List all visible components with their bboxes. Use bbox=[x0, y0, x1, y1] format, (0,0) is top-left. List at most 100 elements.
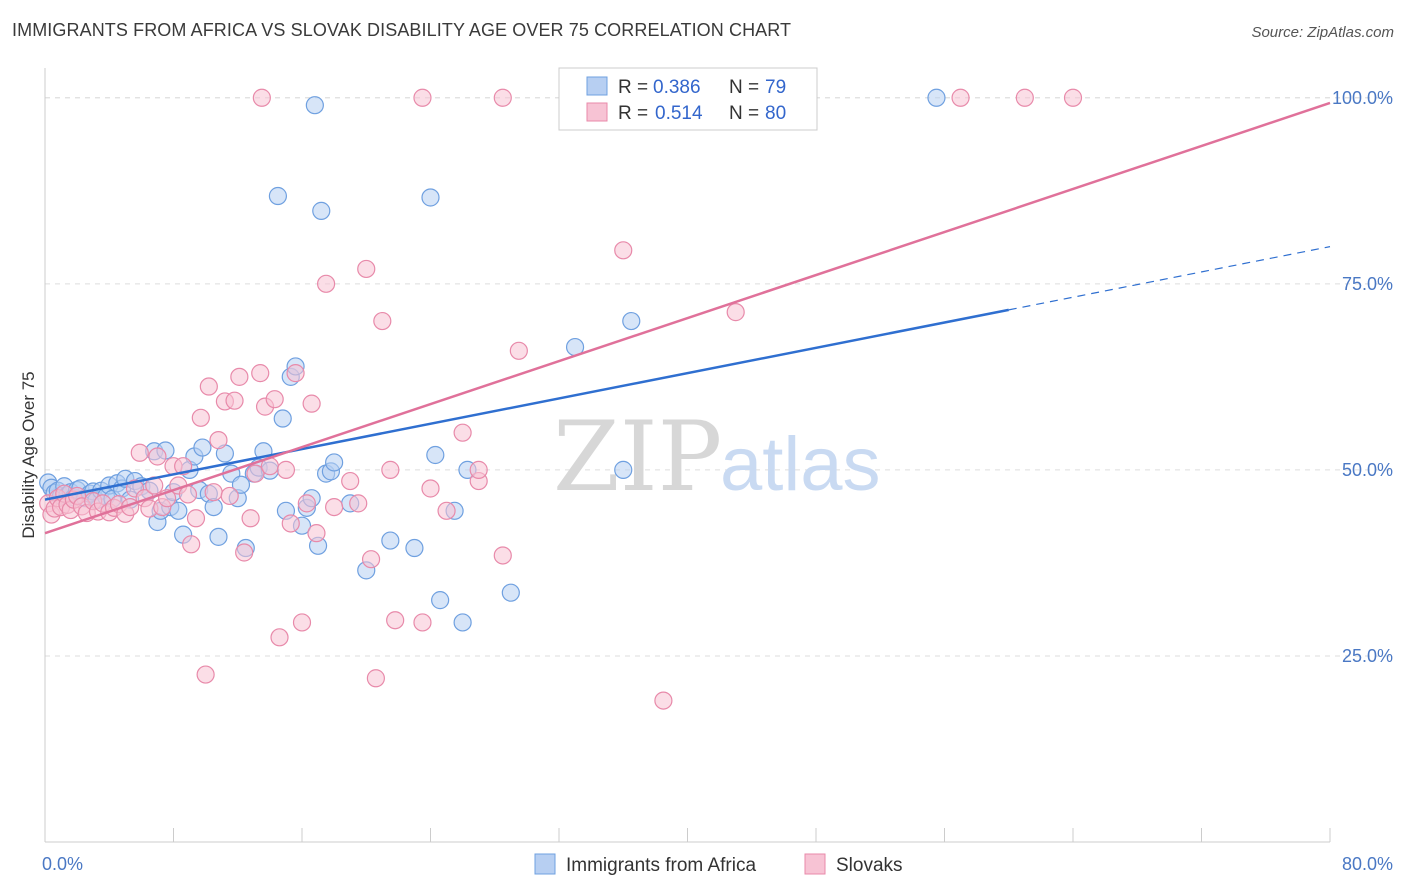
bottom-legend: Immigrants from Africa Slovaks bbox=[534, 853, 903, 876]
legend-swatch-pink bbox=[586, 102, 608, 122]
point-s1-40 bbox=[220, 486, 239, 506]
x-tick-label-0: 0.0% bbox=[42, 854, 83, 874]
chart-source: Source: ZipAtlas.com bbox=[1251, 24, 1394, 41]
point-s0-76 bbox=[622, 311, 641, 331]
point-s0-71 bbox=[453, 613, 472, 632]
trendline-extension-s0 bbox=[1008, 246, 1331, 311]
point-s1-68 bbox=[413, 613, 432, 632]
point-s1-73 bbox=[469, 460, 488, 479]
legend-n-label-pink: N = bbox=[729, 103, 759, 124]
point-s0-66 bbox=[405, 538, 424, 558]
point-s0-65 bbox=[381, 531, 400, 550]
point-s1-42 bbox=[230, 367, 249, 386]
point-s0-51 bbox=[273, 409, 292, 428]
point-s1-85 bbox=[1063, 88, 1083, 107]
point-s0-59 bbox=[312, 201, 331, 220]
point-s1-61 bbox=[349, 494, 368, 513]
y-tick-label-1: 50.0% bbox=[1342, 460, 1393, 480]
point-s0-77 bbox=[927, 88, 946, 107]
point-s1-43 bbox=[235, 543, 254, 562]
axis-layer bbox=[44, 68, 1331, 843]
legend-r-value-blue: 0.386 bbox=[653, 77, 701, 98]
point-s0-67 bbox=[421, 188, 440, 207]
y-tick-label-3: 100.0% bbox=[1332, 88, 1393, 108]
point-s1-41 bbox=[225, 391, 244, 410]
point-s1-83 bbox=[951, 88, 970, 107]
point-s0-68 bbox=[426, 445, 445, 465]
point-s1-36 bbox=[199, 377, 218, 396]
point-s1-50 bbox=[270, 628, 289, 647]
x-tick-label-1: 80.0% bbox=[1342, 854, 1393, 874]
point-s1-44 bbox=[241, 509, 260, 528]
point-s1-65 bbox=[373, 311, 392, 331]
point-s1-60 bbox=[341, 471, 360, 491]
y-axis-title: Disability Age Over 75 bbox=[19, 371, 38, 538]
point-s1-46 bbox=[251, 364, 270, 383]
legend-swatch-blue bbox=[586, 76, 608, 96]
point-s1-35 bbox=[196, 665, 215, 684]
point-s1-58 bbox=[316, 274, 336, 293]
point-s1-63 bbox=[361, 550, 381, 569]
point-s1-52 bbox=[281, 514, 300, 533]
trend-layer bbox=[44, 101, 1331, 535]
point-s1-84 bbox=[1015, 88, 1034, 107]
point-s0-37 bbox=[193, 438, 212, 457]
point-s1-70 bbox=[437, 501, 456, 520]
trendline-s1 bbox=[44, 101, 1331, 535]
point-s1-53 bbox=[286, 364, 305, 383]
point-s0-50 bbox=[268, 186, 288, 206]
point-s0-44 bbox=[231, 475, 251, 494]
point-s1-75 bbox=[509, 341, 528, 360]
point-s1-21 bbox=[130, 443, 149, 462]
legend-r-label-blue: R = bbox=[618, 77, 648, 98]
point-s1-78 bbox=[726, 303, 745, 322]
watermark: ZIP atlas bbox=[553, 401, 881, 513]
point-s1-66 bbox=[381, 460, 400, 479]
point-s1-51 bbox=[276, 460, 296, 479]
point-s1-69 bbox=[421, 479, 440, 498]
point-s1-33 bbox=[186, 509, 206, 528]
top-legend: R = 0.386 N = 79 R = 0.514 N = 80 bbox=[558, 67, 818, 131]
point-s0-40 bbox=[209, 527, 228, 546]
legend-r-label-pink: R = bbox=[618, 103, 648, 124]
point-s1-34 bbox=[191, 408, 210, 427]
legend-n-value-pink: 80 bbox=[765, 103, 786, 124]
trendline-s0 bbox=[44, 308, 1009, 501]
point-s1-77 bbox=[654, 691, 673, 710]
point-s1-82 bbox=[493, 88, 512, 107]
chart-title: IMMIGRANTS FROM AFRICA VS SLOVAK DISABIL… bbox=[12, 20, 792, 40]
legend-n-value-blue: 79 bbox=[765, 77, 786, 98]
point-s0-62 bbox=[325, 453, 344, 472]
point-s1-55 bbox=[297, 494, 316, 513]
point-s1-49 bbox=[265, 390, 284, 409]
point-s0-75 bbox=[614, 460, 633, 479]
bottom-legend-swatch-pink bbox=[804, 853, 826, 875]
point-s1-25 bbox=[148, 447, 167, 466]
point-s1-80 bbox=[252, 88, 271, 107]
point-s0-69 bbox=[431, 591, 450, 610]
point-s0-73 bbox=[501, 583, 520, 602]
point-s1-67 bbox=[386, 611, 405, 630]
bottom-legend-label-pink: Slovaks bbox=[836, 855, 903, 876]
point-s1-71 bbox=[453, 423, 472, 442]
point-s1-57 bbox=[307, 524, 326, 543]
bottom-legend-label-blue: Immigrants from Africa bbox=[566, 855, 756, 876]
point-s1-54 bbox=[292, 613, 312, 632]
legend-n-label-blue: N = bbox=[729, 77, 759, 98]
point-s1-59 bbox=[325, 497, 344, 517]
point-s1-37 bbox=[204, 483, 223, 502]
tick-labels: 25.0% 50.0% 75.0% 100.0% 0.0% 80.0% bbox=[42, 88, 1393, 874]
point-s1-74 bbox=[493, 546, 512, 565]
point-s1-81 bbox=[413, 88, 432, 107]
point-s1-32 bbox=[182, 535, 201, 554]
points-layer bbox=[39, 88, 1083, 710]
watermark-zip: ZIP bbox=[553, 401, 722, 513]
point-s1-56 bbox=[302, 394, 321, 413]
point-s1-45 bbox=[246, 464, 265, 483]
legend-r-value-pink: 0.514 bbox=[655, 103, 703, 124]
y-tick-label-0: 25.0% bbox=[1342, 646, 1393, 666]
bottom-legend-swatch-blue bbox=[534, 853, 556, 875]
point-s1-64 bbox=[366, 669, 385, 688]
watermark-atlas: atlas bbox=[720, 422, 881, 507]
